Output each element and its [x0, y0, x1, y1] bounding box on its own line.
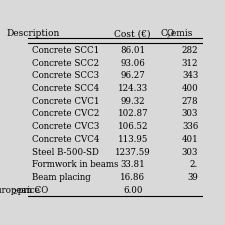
- Text: price: price: [15, 186, 39, 195]
- Text: Description: Description: [7, 29, 60, 38]
- Text: Concrete CVC4: Concrete CVC4: [32, 135, 99, 144]
- Text: 2: 2: [12, 188, 16, 196]
- Text: Concrete SCC3: Concrete SCC3: [32, 71, 99, 80]
- Text: 401: 401: [181, 135, 198, 144]
- Text: 106.52: 106.52: [117, 122, 148, 131]
- Text: Concrete SCC2: Concrete SCC2: [32, 59, 99, 68]
- Text: 124.33: 124.33: [118, 84, 148, 93]
- Text: emis: emis: [168, 29, 192, 38]
- Text: 102.87: 102.87: [117, 110, 148, 119]
- Text: Concrete CVC3: Concrete CVC3: [32, 122, 99, 131]
- Text: 1237.59: 1237.59: [115, 148, 151, 157]
- Text: 93.06: 93.06: [120, 59, 145, 68]
- Text: Cost (€): Cost (€): [115, 29, 151, 38]
- Text: 336: 336: [182, 122, 198, 131]
- Text: 278: 278: [182, 97, 198, 106]
- Text: 16.86: 16.86: [120, 173, 145, 182]
- Text: 33.81: 33.81: [120, 160, 145, 169]
- Text: 303: 303: [182, 110, 198, 119]
- Text: 86.01: 86.01: [120, 46, 145, 55]
- Text: Concrete SCC1: Concrete SCC1: [32, 46, 99, 55]
- Text: European CO: European CO: [0, 186, 48, 195]
- Text: Steel B-500-SD: Steel B-500-SD: [32, 148, 99, 157]
- Text: 312: 312: [182, 59, 198, 68]
- Text: Formwork in beams: Formwork in beams: [32, 160, 118, 169]
- Text: CO: CO: [161, 29, 175, 38]
- Text: 2: 2: [166, 33, 170, 41]
- Text: 99.32: 99.32: [120, 97, 145, 106]
- Text: 39: 39: [187, 173, 198, 182]
- Text: Beam placing: Beam placing: [32, 173, 90, 182]
- Text: 6.00: 6.00: [123, 186, 142, 195]
- Text: Concrete CVC2: Concrete CVC2: [32, 110, 99, 119]
- Text: Concrete SCC4: Concrete SCC4: [32, 84, 99, 93]
- Text: 400: 400: [181, 84, 198, 93]
- Text: 96.27: 96.27: [120, 71, 145, 80]
- Text: 113.95: 113.95: [117, 135, 148, 144]
- Text: Concrete CVC1: Concrete CVC1: [32, 97, 99, 106]
- Text: 343: 343: [182, 71, 198, 80]
- Text: 282: 282: [182, 46, 198, 55]
- Text: 2.: 2.: [190, 160, 198, 169]
- Text: 303: 303: [182, 148, 198, 157]
